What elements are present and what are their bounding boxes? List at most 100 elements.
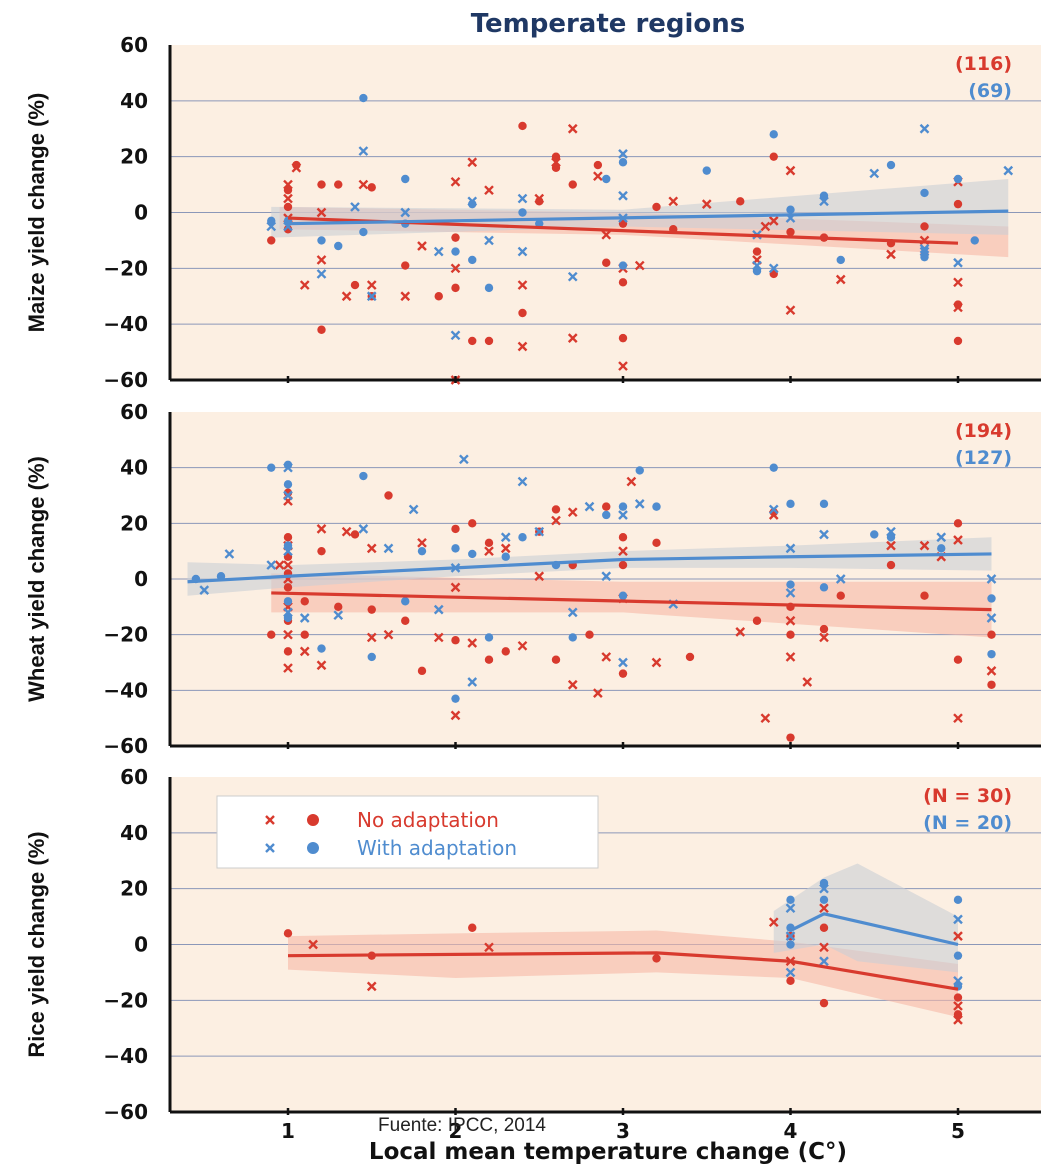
- y-tick-label: 60: [120, 33, 148, 57]
- point-no-adaptation: [953, 277, 963, 288]
- y-tick-label: 20: [120, 877, 148, 901]
- point-no-adaptation: [986, 666, 997, 676]
- point-with-adaptation: [401, 174, 410, 184]
- cross-stroke: [567, 333, 578, 343]
- point-no-adaptation: [602, 258, 611, 267]
- point-no-adaptation: [316, 660, 327, 671]
- cross-stroke: [701, 199, 712, 209]
- cross-stroke: [450, 263, 461, 274]
- cross-stroke: [785, 305, 796, 316]
- count-with-adaptation: (N = 20): [923, 812, 1012, 834]
- cross-stroke: [986, 666, 997, 676]
- point-with-adaptation: [819, 196, 829, 207]
- point-with-adaptation: [618, 261, 628, 270]
- point-with-adaptation: [299, 613, 310, 623]
- point-no-adaptation: [484, 655, 494, 664]
- point-no-adaptation: [450, 176, 461, 187]
- cross-stroke: [835, 574, 846, 584]
- point-with-adaptation: [366, 291, 377, 302]
- legend-no-adaptation-label: No adaptation: [357, 808, 499, 832]
- y-tick-label: 40: [120, 456, 148, 480]
- point-no-adaptation: [819, 923, 829, 932]
- point-no-adaptation: [836, 591, 845, 600]
- point-no-adaptation: [467, 638, 478, 648]
- point-with-adaptation: [786, 940, 795, 949]
- point-with-adaptation: [618, 190, 628, 201]
- cross-stroke: [953, 713, 963, 724]
- point-no-adaptation: [760, 221, 771, 232]
- y-tick-label: 20: [120, 145, 148, 169]
- cross-stroke: [484, 185, 494, 196]
- point-no-adaptation: [299, 646, 310, 657]
- point-with-adaptation: [953, 174, 963, 184]
- cross-stroke: [408, 504, 419, 515]
- legend-with-adaptation-dot-icon: [307, 842, 319, 854]
- cross-stroke: [886, 540, 896, 551]
- cross-stroke: [299, 646, 310, 657]
- point-with-adaptation: [919, 243, 930, 254]
- cross-stroke: [760, 221, 771, 232]
- point-no-adaptation: [668, 196, 679, 207]
- cross-stroke: [484, 942, 494, 953]
- point-no-adaptation: [685, 652, 695, 662]
- cross-stroke: [500, 543, 511, 554]
- cross-stroke: [618, 190, 628, 201]
- cross-stroke: [618, 149, 628, 159]
- point-with-adaptation: [870, 530, 879, 539]
- cross-stroke: [383, 629, 394, 640]
- point-no-adaptation: [835, 274, 846, 285]
- point-with-adaptation: [786, 205, 795, 214]
- point-with-adaptation: [769, 130, 778, 139]
- point-with-adaptation: [567, 271, 578, 282]
- legend-no-adaptation-dot-icon: [307, 814, 319, 826]
- cross-stroke: [819, 942, 829, 953]
- point-with-adaptation: [408, 504, 419, 515]
- point-with-adaptation: [785, 903, 796, 914]
- point-no-adaptation: [768, 917, 779, 928]
- point-no-adaptation: [953, 535, 963, 545]
- point-no-adaptation: [350, 530, 360, 539]
- point-no-adaptation: [308, 939, 318, 950]
- point-with-adaptation: [953, 914, 963, 925]
- cross-stroke: [735, 627, 746, 637]
- point-with-adaptation: [819, 956, 829, 967]
- point-with-adaptation: [517, 193, 528, 204]
- point-no-adaptation: [366, 280, 377, 290]
- cross-stroke: [459, 454, 469, 465]
- point-with-adaptation: [819, 499, 829, 509]
- cross-stroke: [768, 504, 779, 515]
- cross-stroke: [819, 196, 829, 207]
- point-with-adaptation: [500, 532, 511, 543]
- point-with-adaptation: [601, 571, 612, 582]
- cross-stroke: [450, 176, 461, 187]
- point-no-adaptation: [651, 657, 662, 668]
- cross-stroke: [567, 607, 578, 618]
- point-no-adaptation: [451, 233, 460, 242]
- confidence-band-no-adaptation: [271, 573, 992, 638]
- cross-stroke: [953, 931, 963, 941]
- point-no-adaptation: [819, 903, 829, 914]
- cross-stroke: [760, 713, 771, 724]
- legend-no-adaptation-cross-icon: [265, 815, 275, 825]
- point-with-adaptation: [367, 652, 376, 662]
- point-with-adaptation: [602, 174, 611, 184]
- cross-stroke: [919, 123, 930, 134]
- count-no-adaptation: (194): [955, 420, 1012, 442]
- point-no-adaptation: [567, 123, 578, 134]
- x-tick-label: 3: [616, 1119, 630, 1143]
- cross-stroke: [567, 123, 578, 134]
- cross-stroke: [283, 490, 293, 501]
- point-with-adaptation: [224, 549, 235, 559]
- point-no-adaptation: [652, 954, 661, 963]
- point-with-adaptation: [518, 208, 527, 217]
- confidence-band-with-adaptation: [773, 863, 958, 973]
- cross-stroke: [668, 196, 679, 207]
- point-with-adaptation: [986, 574, 997, 584]
- point-with-adaptation: [317, 644, 326, 653]
- cross-stroke: [567, 679, 578, 690]
- cross-stroke: [551, 515, 561, 526]
- point-no-adaptation: [785, 652, 796, 662]
- y-tick-label: −40: [103, 312, 148, 336]
- cross-stroke: [358, 524, 369, 534]
